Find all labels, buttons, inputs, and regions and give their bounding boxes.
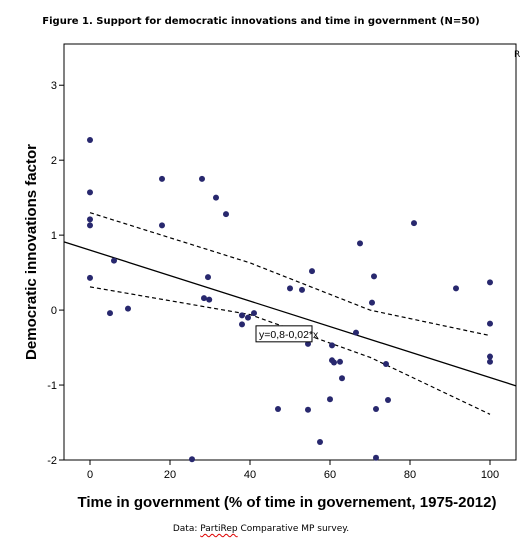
data-point (369, 299, 375, 306)
data-point (189, 456, 195, 463)
data-point (206, 296, 213, 303)
confidence-band-lower (89, 286, 491, 415)
data-point (239, 312, 245, 319)
data-point (199, 175, 205, 182)
data-point (239, 321, 245, 328)
source-brand: PartiRep (200, 524, 238, 534)
data-point (383, 361, 389, 368)
data-point (245, 314, 251, 321)
data-point (487, 279, 493, 286)
y-tick-label: 0 (51, 305, 57, 317)
data-point (287, 285, 293, 292)
data-point (331, 359, 337, 366)
y-tick-label: 2 (51, 155, 57, 167)
data-point (125, 305, 131, 312)
data-point (337, 358, 343, 365)
data-point (223, 211, 229, 218)
fit-equation-box (255, 325, 313, 343)
data-point (107, 310, 113, 317)
x-tick-label: 60 (324, 469, 336, 481)
data-point (309, 268, 315, 275)
y-tick-label: -2 (47, 455, 57, 467)
data-point (487, 353, 493, 360)
data-point (487, 320, 493, 327)
truncated-label: R (514, 50, 521, 60)
data-point (87, 222, 93, 229)
fit-line (63, 241, 517, 387)
data-point (87, 216, 93, 223)
data-point (251, 310, 257, 317)
x-tick-label: 0 (87, 469, 93, 481)
x-tick-label: 100 (481, 469, 499, 481)
data-point (201, 295, 207, 302)
data-point (87, 136, 93, 143)
data-point (373, 406, 379, 413)
data-point (205, 274, 211, 281)
data-point (87, 189, 93, 196)
data-point (213, 194, 219, 201)
data-point (487, 358, 493, 365)
data-point (371, 273, 377, 280)
data-point (329, 342, 335, 349)
data-point (317, 439, 323, 446)
data-point (327, 396, 333, 403)
y-axis-label: Democratic innovations factor (23, 144, 40, 360)
data-point (373, 454, 379, 461)
x-tick-label: 40 (244, 469, 256, 481)
data-point (87, 274, 93, 281)
data-point (339, 375, 345, 382)
y-tick-label: 3 (51, 80, 57, 92)
x-tick-label: 80 (404, 469, 416, 481)
data-point (353, 329, 359, 336)
source-note: Data: PartiRep Comparative MP survey. (0, 524, 522, 534)
plot-frame (63, 43, 517, 461)
data-point (385, 397, 391, 404)
confidence-band-upper (89, 212, 491, 337)
data-point (111, 257, 117, 264)
x-axis-label: Time in government (% of time in governe… (77, 494, 496, 511)
data-point (299, 286, 305, 293)
source-prefix: Data: (172, 524, 201, 534)
data-point (411, 220, 417, 227)
data-point (275, 406, 281, 413)
y-tick-label: -1 (47, 380, 57, 392)
data-point (159, 222, 165, 229)
y-tick-label: 1 (51, 230, 57, 242)
source-suffix: Comparative MP survey. (237, 524, 350, 534)
data-point (357, 240, 363, 247)
data-point (453, 285, 459, 292)
x-tick-label: 20 (164, 469, 176, 481)
data-point (305, 406, 311, 413)
figure-title: Figure 1. Support for democratic innovat… (42, 16, 480, 27)
fit-equation-label: y=0,8-0,02*x (259, 329, 319, 341)
data-point (159, 175, 165, 182)
